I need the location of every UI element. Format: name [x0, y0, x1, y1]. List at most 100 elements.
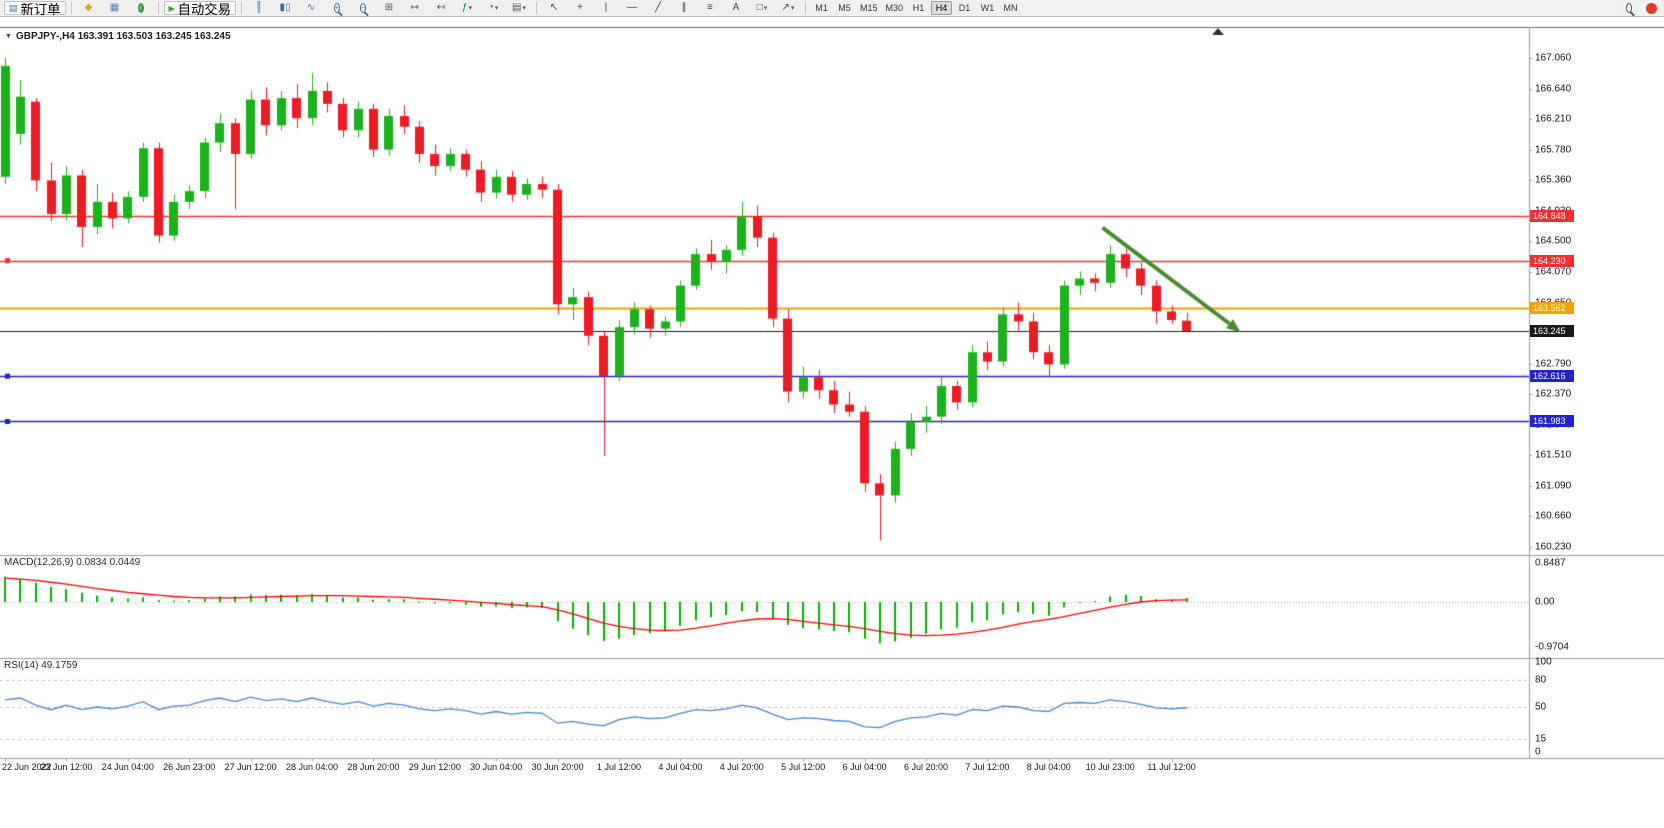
timeframe-button-mn[interactable]: MN: [1000, 1, 1021, 15]
chart-shift-button[interactable]: ↤: [430, 1, 451, 15]
zoom-out-button[interactable]: −: [352, 1, 373, 15]
templates-button[interactable]: ▤ ▾: [508, 1, 529, 15]
price-axis-label: 161.510: [1535, 449, 1572, 461]
price-axis[interactable]: 167.060166.640166.210165.780165.360164.9…: [1530, 28, 1664, 758]
trendline-icon: ╱: [654, 2, 661, 13]
time-axis-label: 8 Jul 04:00: [1026, 762, 1071, 772]
periods-button[interactable]: ◔ ▾: [482, 1, 503, 15]
auto-scroll-icon: ↦: [410, 2, 420, 13]
macd-indicator-label: MACD(12,26,9) 0.0834 0.0449: [4, 557, 141, 568]
level-price-badge: 164.230: [1530, 254, 1574, 267]
time-axis-label: 6 Jul 20:00: [903, 762, 949, 772]
line-chart-icon: ∿: [306, 2, 316, 13]
one-click-trading-toggle[interactable]: ▼: [5, 33, 12, 40]
time-axis-label: 22 Jun 2022: [2, 762, 52, 772]
chevron-down-icon: ▾: [468, 4, 473, 12]
crosshair-icon: +: [577, 2, 583, 13]
timeframe-button-m1[interactable]: M1: [810, 1, 832, 15]
time-axis-label: 4 Jul 04:00: [658, 762, 703, 772]
macd-axis-label: -0.9704: [1535, 641, 1569, 653]
rsi-axis-label: 15: [1535, 733, 1547, 744]
periods-icon: ◔: [487, 2, 494, 13]
tile-windows-button[interactable]: ⊞: [378, 1, 399, 15]
candlestick-chart-icon: ▮▯: [279, 2, 291, 13]
level-price-badge: 163.562: [1530, 302, 1574, 315]
time-axis-label: 28 Jun 20:00: [347, 762, 400, 772]
level-price-badge: 161.983: [1530, 415, 1574, 428]
timeframe-button-d1[interactable]: D1: [954, 1, 975, 15]
toolbar-divider: [157, 2, 159, 14]
chart-shift-icon: ↤: [436, 2, 446, 13]
macd-axis-label: 0.8487: [1535, 557, 1566, 569]
time-axis-label: 11 Jul 12:00: [1147, 762, 1196, 772]
search-button[interactable]: [1619, 1, 1639, 15]
data-window-button[interactable]: ▦: [104, 1, 125, 15]
channel-button[interactable]: ∥: [673, 1, 694, 15]
price-axis-label: 165.360: [1535, 174, 1572, 186]
data-window-icon: ▦: [109, 2, 120, 13]
navigator-icon: i: [137, 3, 144, 13]
trendline-button[interactable]: ╱: [647, 1, 668, 15]
timeframe-button-h4[interactable]: H4: [931, 1, 952, 15]
timeframe-button-m5[interactable]: M5: [833, 1, 855, 15]
timeframe-button-w1[interactable]: W1: [977, 1, 998, 15]
time-axis-label: 6 Jul 04:00: [842, 762, 887, 772]
horizontal-line-button[interactable]: —: [621, 1, 642, 15]
toolbar-divider: [804, 2, 806, 14]
auto-scroll-button[interactable]: ↦: [404, 1, 425, 15]
rsi-axis-label: 80: [1535, 674, 1547, 686]
toolbar-divider: [535, 2, 537, 14]
arrows-button[interactable]: ↗ ▾: [777, 1, 798, 15]
zoom-in-button[interactable]: +: [326, 1, 347, 15]
time-axis[interactable]: 22 Jun 2022 23 Jun 12:00 24 Jun 04:00 26 Ju…: [0, 758, 1529, 776]
toolbar: ▤ 新订单 ◆ ▦ i ▶ 自动交易 ║ ▮▯ ∿ + − ⊞ ↦ ↤ ƒ ▾ ◔ ▾ ▤ ▾ ↖ + | — ╱ ∥ ≡…: [0, 0, 1664, 17]
notification-badge[interactable]: [1646, 2, 1657, 14]
chart-title-text: GBPJPY-,H4 163.391 163.503 163.245 163.2…: [15, 31, 231, 42]
new-order-button[interactable]: ▤ 新订单: [4, 1, 66, 17]
toolbar-divider: [70, 2, 72, 14]
play-icon: ▶: [168, 3, 175, 13]
time-axis-label: 4 Jul 20:00: [719, 762, 764, 772]
autotrading-button[interactable]: ▶ 自动交易: [163, 1, 236, 17]
vertical-line-button[interactable]: |: [595, 1, 616, 15]
rsi-axis-label: 50: [1535, 701, 1547, 713]
time-axis-label: 27 Jun 12:00: [224, 762, 277, 772]
price-axis-label: 162.790: [1535, 358, 1572, 370]
navigator-button[interactable]: i: [130, 1, 151, 15]
chevron-down-icon: ▾: [522, 4, 526, 12]
bar-chart-button[interactable]: ║: [248, 1, 269, 15]
rsi-axis-label: 100: [1535, 656, 1552, 668]
shapes-button[interactable]: □ ▾: [751, 1, 772, 15]
line-chart-button[interactable]: ∿: [300, 1, 321, 15]
cursor-button[interactable]: ↖: [543, 1, 564, 15]
time-axis-label: 30 Jun 04:00: [470, 762, 523, 772]
new-order-icon: ▤: [9, 2, 18, 13]
price-axis-label: 167.060: [1535, 52, 1572, 64]
templates-icon: ▤: [511, 2, 522, 13]
time-axis-label: 23 Jun 12:00: [40, 762, 93, 772]
price-axis-label: 165.780: [1535, 144, 1572, 156]
time-axis-label: 29 Jun 12:00: [408, 762, 461, 772]
chevron-down-icon: ▾: [763, 4, 768, 12]
timeframe-button-m15[interactable]: M15: [856, 1, 881, 15]
timeframe-button-m30[interactable]: M30: [882, 1, 906, 15]
candlestick-chart-button[interactable]: ▮▯: [274, 1, 295, 15]
market-watch-button[interactable]: ◆: [78, 1, 99, 15]
time-axis-label: 7 Jul 12:00: [965, 762, 1010, 772]
autotrading-label: 自动交易: [177, 1, 231, 17]
fibonacci-button[interactable]: ≡: [699, 1, 720, 15]
vertical-line-icon: |: [604, 2, 608, 13]
channel-icon: ∥: [681, 2, 687, 13]
time-axis-label: 30 Jun 20:00: [531, 762, 584, 772]
text-button[interactable]: A: [725, 1, 746, 15]
horizontal-line-icon: —: [626, 2, 637, 13]
timeframe-button-h1[interactable]: H1: [908, 1, 929, 15]
bar-chart-icon: ║: [255, 2, 263, 13]
chevron-down-icon: ▾: [494, 4, 499, 12]
price-axis-label: 166.210: [1535, 113, 1572, 125]
crosshair-button[interactable]: +: [569, 1, 590, 15]
price-axis-label: 162.370: [1535, 388, 1572, 400]
indicators-button[interactable]: ƒ ▾: [456, 1, 477, 15]
